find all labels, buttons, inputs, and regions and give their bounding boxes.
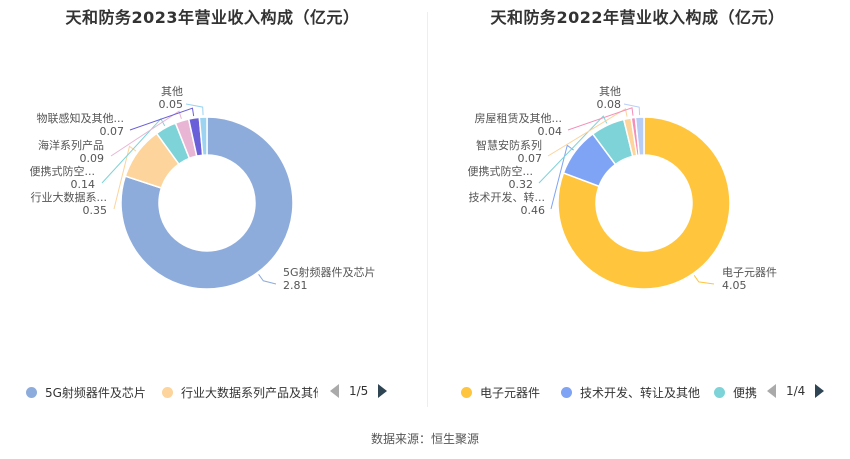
chart-title: 天和防务2022年营业收入构成（亿元） [490,8,785,27]
legend-item[interactable]: 便携 [714,384,757,401]
next-page-icon[interactable] [378,384,388,398]
legend-page-number: 1/5 [349,384,369,398]
slice-value-label: 0.09 [80,152,105,165]
slice-value-label: 0.08 [597,98,622,111]
donut-slice[interactable] [634,116,645,157]
slice-label: 5G射频器件及芯片 [283,265,376,279]
leader-line [693,274,715,285]
legend-marker-icon [561,387,572,398]
panel-divider [427,12,428,407]
legend-page-number: 1/4 [786,384,806,398]
legend-label: 便携 [733,386,758,400]
slice-label: 电子元器件 [722,266,777,279]
legend-item[interactable]: 行业大数据系列产品及其他 [162,384,318,401]
legend: 5G射频器件及芯片 行业大数据系列产品及其他 1/5 [0,384,425,404]
leader-line [547,108,628,157]
slice-label: 其他 [599,85,621,98]
slice-label: 其他 [161,85,183,98]
chart-panel-2022: 天和防务2022年营业收入构成（亿元） 电子元器件 4.05 技术开发、转... 0.… [425,0,850,410]
slice-label: 便携式防空... [468,164,534,178]
slice-label: 智慧安防系列 [476,138,542,152]
legend: 电子元器件 技术开发、转让及其他 便携 1/4 [425,384,850,404]
slice-value-label: 0.32 [509,178,534,191]
slice-value-label: 2.81 [283,279,308,292]
donut-slice[interactable] [120,116,294,290]
legend-marker-icon [714,387,725,398]
legend-marker-icon [461,387,472,398]
prev-page-icon[interactable] [330,384,339,398]
slice-value-label: 4.05 [722,279,747,292]
donut-slice[interactable] [557,116,731,290]
slice-label: 物联感知及其他... [37,111,125,125]
legend-label: 技术开发、转让及其他 [580,386,701,400]
legend-pager: 1/5 [330,384,388,398]
legend-marker-icon [26,387,37,398]
slice-value-label: 0.46 [521,204,546,217]
leader-line [110,110,182,157]
next-page-icon[interactable] [815,384,825,398]
leader-line [129,107,195,131]
leader-line [185,103,204,116]
leader-line [113,145,137,210]
legend-item[interactable]: 5G射频器件及芯片 [26,384,146,401]
slice-value-label: 0.35 [83,204,108,217]
slice-label: 房屋租赁及其他... [475,111,563,125]
slice-label: 技术开发、转... [469,190,546,204]
slice-value-label: 0.07 [100,125,125,138]
chart-title: 天和防务2023年营业收入构成（亿元） [65,8,360,27]
legend-pager: 1/4 [767,384,825,398]
legend-label: 电子元器件 [480,386,541,400]
leader-line [623,103,641,116]
data-source: 数据来源：恒生聚源 [370,432,479,446]
chart-panel-2023: 天和防务2023年营业收入构成（亿元） 5G射频器件及芯片 2.81 行业大数据系.… [0,0,425,410]
slice-label: 海洋系列产品 [38,138,104,152]
donut-slice[interactable] [198,116,208,157]
slice-value-label: 0.14 [71,178,96,191]
legend-label: 5G射频器件及芯片 [45,386,146,400]
slice-value-label: 0.05 [159,98,184,111]
slice-value-label: 0.07 [518,152,543,165]
leader-line [567,107,634,131]
slice-label: 便携式防空... [30,164,96,178]
legend-label: 行业大数据系列产品及其他 [181,386,318,400]
legend-item[interactable]: 电子元器件 [461,384,540,401]
slice-label: 行业大数据系... [31,190,108,204]
leader-line [258,273,277,285]
prev-page-icon[interactable] [767,384,776,398]
legend-item[interactable]: 技术开发、转让及其他 [561,384,700,401]
slice-value-label: 0.04 [538,125,563,138]
legend-marker-icon [162,387,173,398]
